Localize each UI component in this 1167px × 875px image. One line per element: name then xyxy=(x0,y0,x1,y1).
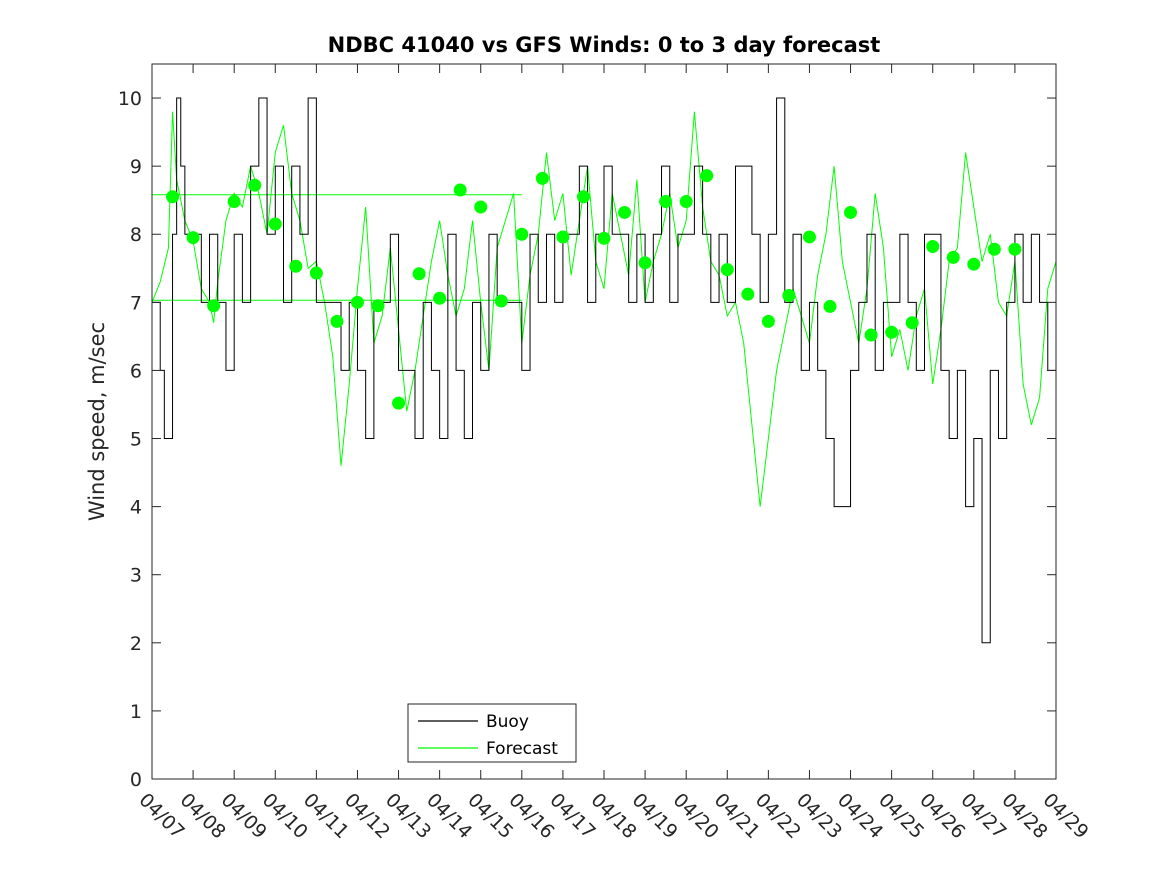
forecast-marker xyxy=(166,190,180,204)
forecast-marker xyxy=(515,227,529,241)
y-tick-label: 3 xyxy=(130,565,142,587)
forecast-marker xyxy=(761,314,775,328)
chart-title: NDBC 41040 vs GFS Winds: 0 to 3 day fore… xyxy=(328,33,881,57)
plot-area xyxy=(151,63,1057,780)
forecast-marker xyxy=(350,295,364,309)
y-tick-label: 6 xyxy=(130,360,142,382)
forecast-marker xyxy=(700,169,714,183)
forecast-marker xyxy=(412,267,426,281)
forecast-marker xyxy=(392,396,406,410)
legend-box xyxy=(407,703,577,763)
legend-label-forecast: Forecast xyxy=(486,739,558,759)
forecast-marker xyxy=(885,325,899,339)
forecast-marker xyxy=(207,299,221,313)
forecast-marker xyxy=(679,195,693,209)
forecast-marker xyxy=(433,291,447,305)
y-tick-label: 4 xyxy=(130,497,142,519)
forecast-marker xyxy=(453,183,467,197)
forecast-marker xyxy=(946,250,960,264)
forecast-marker xyxy=(823,299,837,313)
forecast-marker xyxy=(597,231,611,245)
forecast-marker xyxy=(268,217,282,231)
forecast-marker xyxy=(987,242,1001,256)
forecast-marker xyxy=(864,328,878,342)
y-axis: 0 1 2 3 4 5 6 7 8 9 10 xyxy=(118,88,1056,791)
forecast-marker xyxy=(371,299,385,313)
forecast-marker xyxy=(556,230,570,244)
forecast-marker xyxy=(535,171,549,185)
y-tick-label: 5 xyxy=(130,429,142,451)
y-tick-label: 8 xyxy=(130,224,142,246)
y-tick-label: 1 xyxy=(130,701,142,723)
y-tick-label: 7 xyxy=(130,292,142,314)
forecast-marker xyxy=(576,190,590,204)
forecast-marker xyxy=(289,259,303,273)
legend-label-buoy: Buoy xyxy=(486,712,529,732)
y-axis-label: Wind speed, m/sec xyxy=(85,322,109,521)
y-tick-label: 9 xyxy=(130,156,142,178)
forecast-marker xyxy=(741,287,755,301)
forecast-marker xyxy=(248,178,262,192)
forecast-marker xyxy=(309,266,323,280)
forecast-marker xyxy=(802,230,816,244)
series-layer xyxy=(151,97,1057,644)
forecast-marker xyxy=(474,200,488,214)
forecast-marker xyxy=(638,256,652,270)
forecast-marker xyxy=(659,195,673,209)
y-tick-label: 2 xyxy=(130,633,142,655)
forecast-marker xyxy=(782,289,796,303)
forecast-marker xyxy=(494,294,508,308)
forecast-marker xyxy=(905,316,919,330)
y-tick-label: 0 xyxy=(130,769,142,791)
y-tick-label: 10 xyxy=(118,88,142,110)
forecast-marker xyxy=(186,231,200,245)
forecast-marker xyxy=(227,195,241,209)
forecast-marker xyxy=(618,205,632,219)
forecast-marker xyxy=(1008,242,1022,256)
forecast-marker xyxy=(967,257,981,271)
legend: Buoy Forecast xyxy=(407,703,577,763)
forecast-marker xyxy=(330,314,344,328)
forecast-marker xyxy=(720,263,734,277)
forecast-marker xyxy=(926,239,940,253)
forecast-marker xyxy=(844,205,858,219)
